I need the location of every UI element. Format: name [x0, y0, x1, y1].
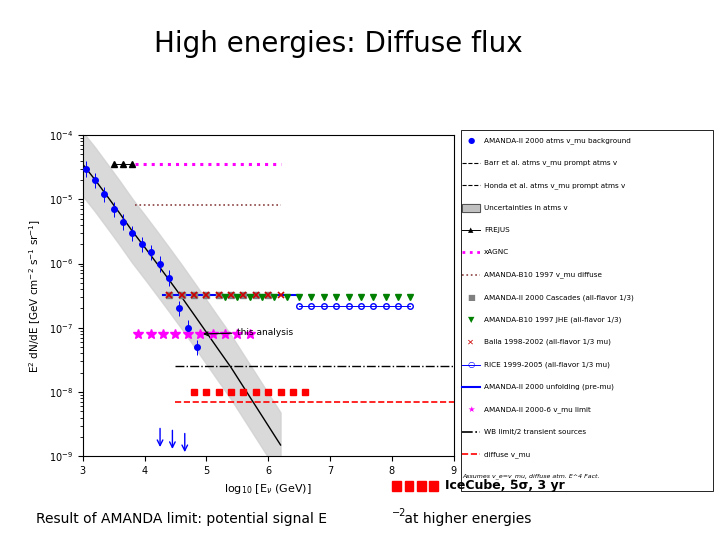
Text: xAGNC: xAGNC: [484, 249, 509, 255]
Text: ■: ■: [467, 293, 474, 302]
Text: Assumes v_e=v_mu, diffuse atm. E^4 Fact.: Assumes v_e=v_mu, diffuse atm. E^4 Fact.: [462, 474, 600, 480]
Text: Balla 1998-2002 (all-flavor 1/3 mu): Balla 1998-2002 (all-flavor 1/3 mu): [484, 339, 611, 346]
X-axis label: log$_{10}$ [E$_\nu$ (GeV)]: log$_{10}$ [E$_\nu$ (GeV)]: [225, 482, 312, 496]
Text: this analysis: this analysis: [204, 328, 294, 337]
Text: Uncertainties in atms v: Uncertainties in atms v: [484, 205, 567, 211]
Text: ●: ●: [467, 136, 474, 145]
Y-axis label: E$^2$ dN/dE [GeV cm$^{-2}$ s$^{-1}$ sr$^{-1}$]: E$^2$ dN/dE [GeV cm$^{-2}$ s$^{-1}$ sr$^…: [27, 219, 43, 373]
Text: AMANDA-II 2000 atms v_mu background: AMANDA-II 2000 atms v_mu background: [484, 137, 631, 144]
Text: Result of AMANDA limit: potential signal E: Result of AMANDA limit: potential signal…: [36, 512, 327, 526]
Text: −2: −2: [392, 508, 407, 518]
Text: ▲: ▲: [468, 227, 474, 233]
Text: at higher energies: at higher energies: [400, 512, 531, 526]
Text: AMANDA-II 2000 unfolding (pre-mu): AMANDA-II 2000 unfolding (pre-mu): [484, 383, 613, 390]
Text: High energies: Diffuse flux: High energies: Diffuse flux: [154, 30, 523, 58]
Text: AMANDA-B10 1997 v_mu diffuse: AMANDA-B10 1997 v_mu diffuse: [484, 272, 602, 278]
Text: IceCube, 5σ, 3 yr: IceCube, 5σ, 3 yr: [445, 480, 564, 492]
Text: AMANDA-II 2000-6 v_mu limit: AMANDA-II 2000-6 v_mu limit: [484, 406, 590, 413]
Text: ▼: ▼: [467, 315, 474, 324]
Text: RICE 1999-2005 (all-flavor 1/3 mu): RICE 1999-2005 (all-flavor 1/3 mu): [484, 361, 610, 368]
Text: FREJUS: FREJUS: [484, 227, 510, 233]
Text: AMANDA-B10 1997 JHE (all-flavor 1/3): AMANDA-B10 1997 JHE (all-flavor 1/3): [484, 316, 621, 323]
Text: ○: ○: [467, 360, 474, 369]
Text: diffuse v_mu: diffuse v_mu: [484, 451, 530, 457]
Text: AMANDA-II 2000 Cascades (all-flavor 1/3): AMANDA-II 2000 Cascades (all-flavor 1/3): [484, 294, 634, 301]
Text: ✕: ✕: [467, 338, 474, 347]
Text: Barr et al. atms v_mu prompt atms v: Barr et al. atms v_mu prompt atms v: [484, 159, 617, 166]
Text: Honda et al. atms v_mu prompt atms v: Honda et al. atms v_mu prompt atms v: [484, 182, 625, 188]
Text: WB limit/2 transient sources: WB limit/2 transient sources: [484, 429, 586, 435]
Text: ★: ★: [467, 405, 474, 414]
